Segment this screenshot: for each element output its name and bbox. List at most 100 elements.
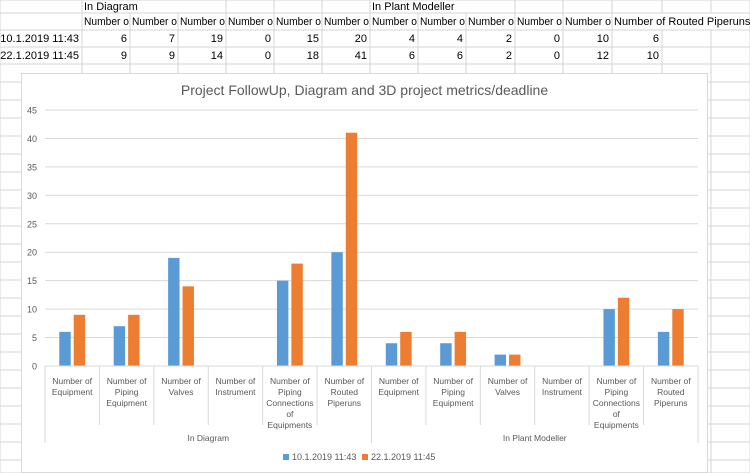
category-label: Number of xyxy=(542,376,582,386)
y-tick-label: 25 xyxy=(27,219,37,229)
category-label: Number of xyxy=(433,376,473,386)
y-tick-label: 5 xyxy=(32,333,37,343)
data-cell[interactable]: 0 xyxy=(554,33,560,45)
category-label: Number of xyxy=(107,376,147,386)
bar[interactable] xyxy=(400,331,412,366)
category-label: Equipments xyxy=(267,420,312,430)
section-header[interactable]: In Plant Modeller xyxy=(372,1,455,13)
column-header[interactable]: Number o xyxy=(132,16,177,28)
column-header[interactable]: Number o xyxy=(84,16,129,28)
data-cell[interactable]: 7 xyxy=(169,33,175,45)
column-header[interactable]: Number o xyxy=(372,16,417,28)
data-cell[interactable]: 18 xyxy=(307,50,319,62)
data-cell[interactable]: 9 xyxy=(169,50,175,62)
bar[interactable] xyxy=(385,343,398,366)
data-cell[interactable]: 0 xyxy=(265,33,271,45)
legend-swatch xyxy=(283,454,289,460)
category-label: Number of xyxy=(597,376,637,386)
data-cell[interactable]: 4 xyxy=(457,33,463,45)
data-cell[interactable]: 14 xyxy=(211,50,223,62)
data-cell[interactable]: 41 xyxy=(355,50,367,62)
column-header[interactable]: Number o xyxy=(420,16,465,28)
legend-label[interactable]: 10.1.2019 11:43 xyxy=(292,452,356,462)
y-tick-label: 10 xyxy=(27,305,37,315)
category-label: Piping xyxy=(278,387,302,397)
row-label[interactable]: 22.1.2019 11:45 xyxy=(0,50,79,62)
data-cell[interactable]: 6 xyxy=(409,50,415,62)
category-label: Equipments xyxy=(594,420,639,430)
column-header[interactable]: Number o xyxy=(517,16,562,28)
bar[interactable] xyxy=(276,280,289,366)
bar[interactable] xyxy=(454,331,467,366)
category-label: Routed xyxy=(331,387,359,397)
bar[interactable] xyxy=(672,309,684,366)
bar[interactable] xyxy=(128,314,140,366)
category-label: Number of xyxy=(488,376,528,386)
bar[interactable] xyxy=(657,331,670,366)
bar[interactable] xyxy=(440,343,452,366)
y-tick-label: 15 xyxy=(27,276,37,286)
y-tick-label: 45 xyxy=(27,106,37,116)
legend-swatch xyxy=(362,454,368,460)
category-label: Piping xyxy=(441,387,465,397)
category-label: Connections xyxy=(266,398,313,408)
legend-label[interactable]: 22.1.2019 11:45 xyxy=(371,452,435,462)
category-label: Instrument xyxy=(215,387,256,397)
category-label: Piping xyxy=(115,387,139,397)
group-label: In Diagram xyxy=(187,433,229,443)
bar[interactable] xyxy=(291,263,303,366)
category-label: Number of xyxy=(379,376,419,386)
chart[interactable]: Project FollowUp, Diagram and 3D project… xyxy=(21,73,708,473)
data-cell[interactable]: 20 xyxy=(355,33,367,45)
y-tick-label: 35 xyxy=(27,162,37,172)
data-cell[interactable]: 9 xyxy=(121,50,127,62)
category-label: of xyxy=(286,409,294,419)
column-header[interactable]: Number o xyxy=(565,16,611,28)
y-tick-label: 0 xyxy=(32,362,37,372)
bar[interactable] xyxy=(113,326,126,366)
data-cell[interactable]: 6 xyxy=(653,33,659,45)
data-cell[interactable]: 0 xyxy=(554,50,560,62)
column-header[interactable]: Number o xyxy=(180,16,225,28)
bar[interactable] xyxy=(331,252,343,366)
bar[interactable] xyxy=(494,354,507,366)
bar[interactable] xyxy=(182,286,194,366)
column-header[interactable]: Number o xyxy=(324,16,369,28)
data-cell[interactable]: 12 xyxy=(597,50,609,62)
bar[interactable] xyxy=(617,297,630,366)
data-cell[interactable]: 6 xyxy=(121,33,127,45)
data-cell[interactable]: 6 xyxy=(457,50,463,62)
chart-area[interactable] xyxy=(21,73,708,473)
category-label: Valves xyxy=(495,387,520,397)
column-header[interactable]: Number o xyxy=(228,16,273,28)
header-cell-bg xyxy=(612,13,750,30)
column-header[interactable]: Number o xyxy=(276,16,321,28)
category-label: Equipment xyxy=(52,387,93,397)
data-cell[interactable]: 2 xyxy=(506,50,512,62)
header-cell-bg xyxy=(83,0,203,13)
data-cell[interactable]: 4 xyxy=(409,33,415,45)
column-header[interactable]: Number of Routed Piperuns xyxy=(614,16,750,28)
bar[interactable] xyxy=(73,314,86,366)
data-cell[interactable]: 0 xyxy=(265,50,271,62)
section-header[interactable]: In Diagram xyxy=(84,1,138,13)
data-cell[interactable]: 19 xyxy=(211,33,223,45)
category-label: Instrument xyxy=(542,387,583,397)
bar[interactable] xyxy=(509,354,521,366)
row-label[interactable]: 10.1.2019 11:43 xyxy=(0,33,79,45)
category-label: Equipment xyxy=(106,398,147,408)
category-label: Valves xyxy=(169,387,194,397)
data-cell[interactable]: 10 xyxy=(647,50,659,62)
data-cell[interactable]: 15 xyxy=(307,33,319,45)
bar[interactable] xyxy=(345,132,358,366)
column-header[interactable]: Number o xyxy=(468,16,514,28)
bar[interactable] xyxy=(59,331,71,366)
category-label: Connections xyxy=(593,398,640,408)
bar[interactable] xyxy=(168,257,180,366)
category-label: Number of xyxy=(161,376,201,386)
data-cell[interactable]: 10 xyxy=(597,33,609,45)
y-tick-label: 30 xyxy=(27,191,37,201)
data-cell[interactable]: 2 xyxy=(506,33,512,45)
y-tick-label: 20 xyxy=(27,248,37,258)
bar[interactable] xyxy=(603,309,615,366)
